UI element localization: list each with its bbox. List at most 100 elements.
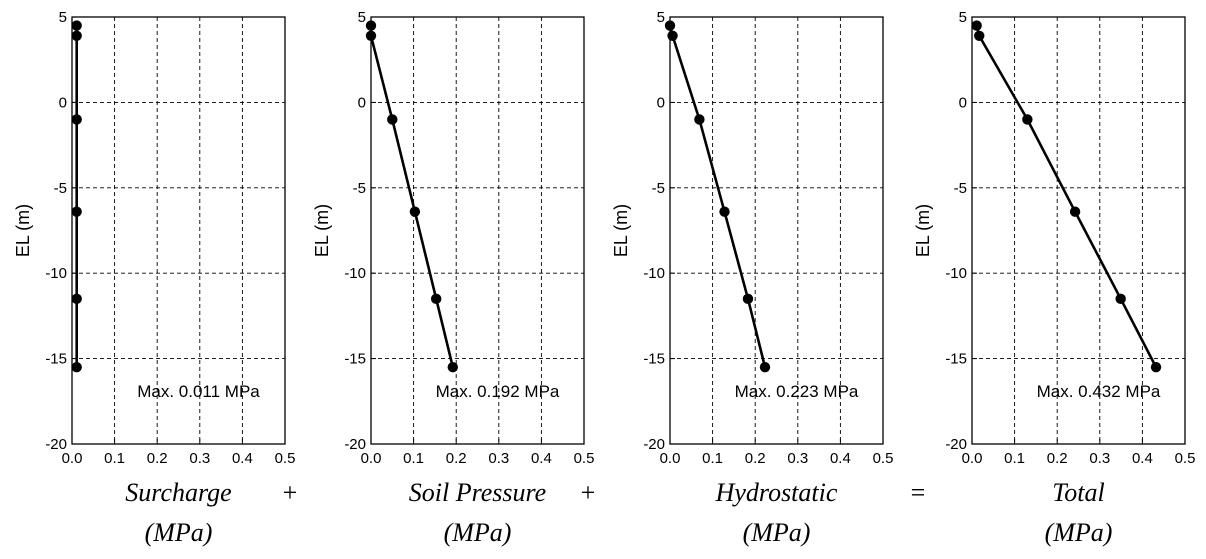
x-tick-label: 0.5 [873,450,894,467]
y-tick-label: -20 [344,436,366,453]
y-tick-label: -10 [945,265,967,282]
series-line [975,25,1158,368]
plus-sign: + [283,478,298,507]
x-tick-label: 0.0 [62,450,83,467]
x-tick-label: 0.3 [488,450,509,467]
y-axis-label: EL (m) [913,204,933,257]
y-tick-label: -10 [344,265,366,282]
data-point [71,206,82,217]
max-annotation: Max. 0.011 MPa [137,382,260,401]
x-tick-label: 0.2 [147,450,168,467]
y-tick-label: 0 [959,94,967,111]
plot-frame [669,16,884,445]
x-tick-label: 0.4 [1132,450,1153,467]
plot-frame [370,16,585,445]
data-point [1022,114,1033,125]
x-axis-label: Soil Pressure [409,478,546,507]
data-point [409,206,421,217]
y-tick-label: -20 [45,436,67,453]
data-point [1115,293,1126,305]
y-tick-label: 0 [59,94,67,111]
x-tick-label: 0.4 [830,450,851,467]
y-tick-label: 0 [657,94,665,111]
x-tick-label: 0.0 [361,450,382,467]
y-tick-label: -10 [45,265,67,282]
data-point [694,114,705,125]
data-point [1069,206,1081,217]
plus-sign: + [581,478,596,507]
x-tick-label: 0.1 [104,450,125,467]
y-tick-label: -5 [954,180,967,197]
x-axis-unit: (MPa) [1045,518,1113,547]
chart-panel-3: 0.0 0.1 0.2 0.3 0.4 0.5 5 0 -5 -10 -15 -20 EL (m) Max… [611,9,893,547]
plot-frame [971,16,1186,445]
x-axis-label: Surcharge [125,478,231,507]
x-axis-unit: (MPa) [743,518,811,547]
data-point [365,30,377,41]
x-tick-label: 0.5 [275,450,296,467]
chart-panel-1: 0.0 0.1 0.2 0.3 0.4 0.5 5 0 -5 -10 -15 -20 EL (m) Max… [13,9,295,547]
y-tick-label: 5 [358,9,366,26]
y-tick-label: -5 [353,180,366,197]
data-point [365,20,377,31]
x-tick-label: 0.3 [787,450,808,467]
x-tick-label: 0.0 [660,450,681,467]
data-point [71,293,82,305]
data-point [971,20,982,31]
x-tick-label: 0.1 [1004,450,1025,467]
y-tick-label: -10 [643,265,665,282]
data-point [71,114,82,125]
data-point [71,30,82,41]
x-tick-label: 0.0 [962,450,983,467]
y-axis-label: EL (m) [312,204,332,257]
x-axis-unit: (MPa) [444,518,512,547]
x-axis-unit: (MPa) [145,518,213,547]
x-tick-label: 0.3 [1089,450,1110,467]
data-point [447,361,458,373]
series-line [369,25,455,368]
data-point [71,20,82,31]
max-annotation: Max. 0.192 MPa [436,382,560,401]
y-tick-label: -15 [643,351,665,368]
y-tick-label: -5 [652,180,665,197]
x-tick-label: 0.5 [1175,450,1196,467]
equals-sign: = [911,478,926,507]
chart-panel-4: 0.0 0.1 0.2 0.3 0.4 0.5 5 0 -5 -10 -15 -20 EL (m) Max… [913,9,1195,547]
y-tick-label: -5 [54,180,67,197]
data-point [974,30,985,41]
y-axis-label: EL (m) [611,204,631,257]
plot-frame [71,16,286,445]
x-tick-label: 0.2 [1047,450,1068,467]
chart-panel-2: 0.0 0.1 0.2 0.3 0.4 0.5 5 0 -5 -10 -15 -20 EL (m) Max… [312,9,594,547]
max-annotation: Max. 0.432 MPa [1037,382,1161,401]
x-tick-label: 0.4 [531,450,552,467]
y-tick-label: -15 [344,351,366,368]
y-tick-label: 0 [358,94,366,111]
data-point [387,114,398,125]
data-point [759,361,771,373]
x-tick-label: 0.1 [403,450,424,467]
x-tick-label: 0.4 [232,450,253,467]
y-tick-label: -15 [945,351,967,368]
series-line [668,25,767,368]
y-tick-label: 5 [657,9,665,26]
data-point [742,293,754,305]
x-axis-label: Hydrostatic [715,478,838,507]
data-point [664,20,676,31]
x-tick-label: 0.5 [574,450,595,467]
data-point [667,30,678,41]
x-tick-label: 0.2 [745,450,766,467]
x-tick-label: 0.1 [702,450,723,467]
max-annotation: Max. 0.223 MPa [735,382,859,401]
y-axis-label: EL (m) [13,204,33,257]
x-tick-label: 0.2 [446,450,467,467]
y-tick-label: -15 [45,351,67,368]
x-axis-label: Total [1052,478,1105,507]
data-point [1150,361,1162,373]
data-point [430,293,442,305]
y-tick-label: -20 [945,436,967,453]
y-tick-label: 5 [959,9,967,26]
data-point [71,361,82,373]
y-tick-label: -20 [643,436,665,453]
